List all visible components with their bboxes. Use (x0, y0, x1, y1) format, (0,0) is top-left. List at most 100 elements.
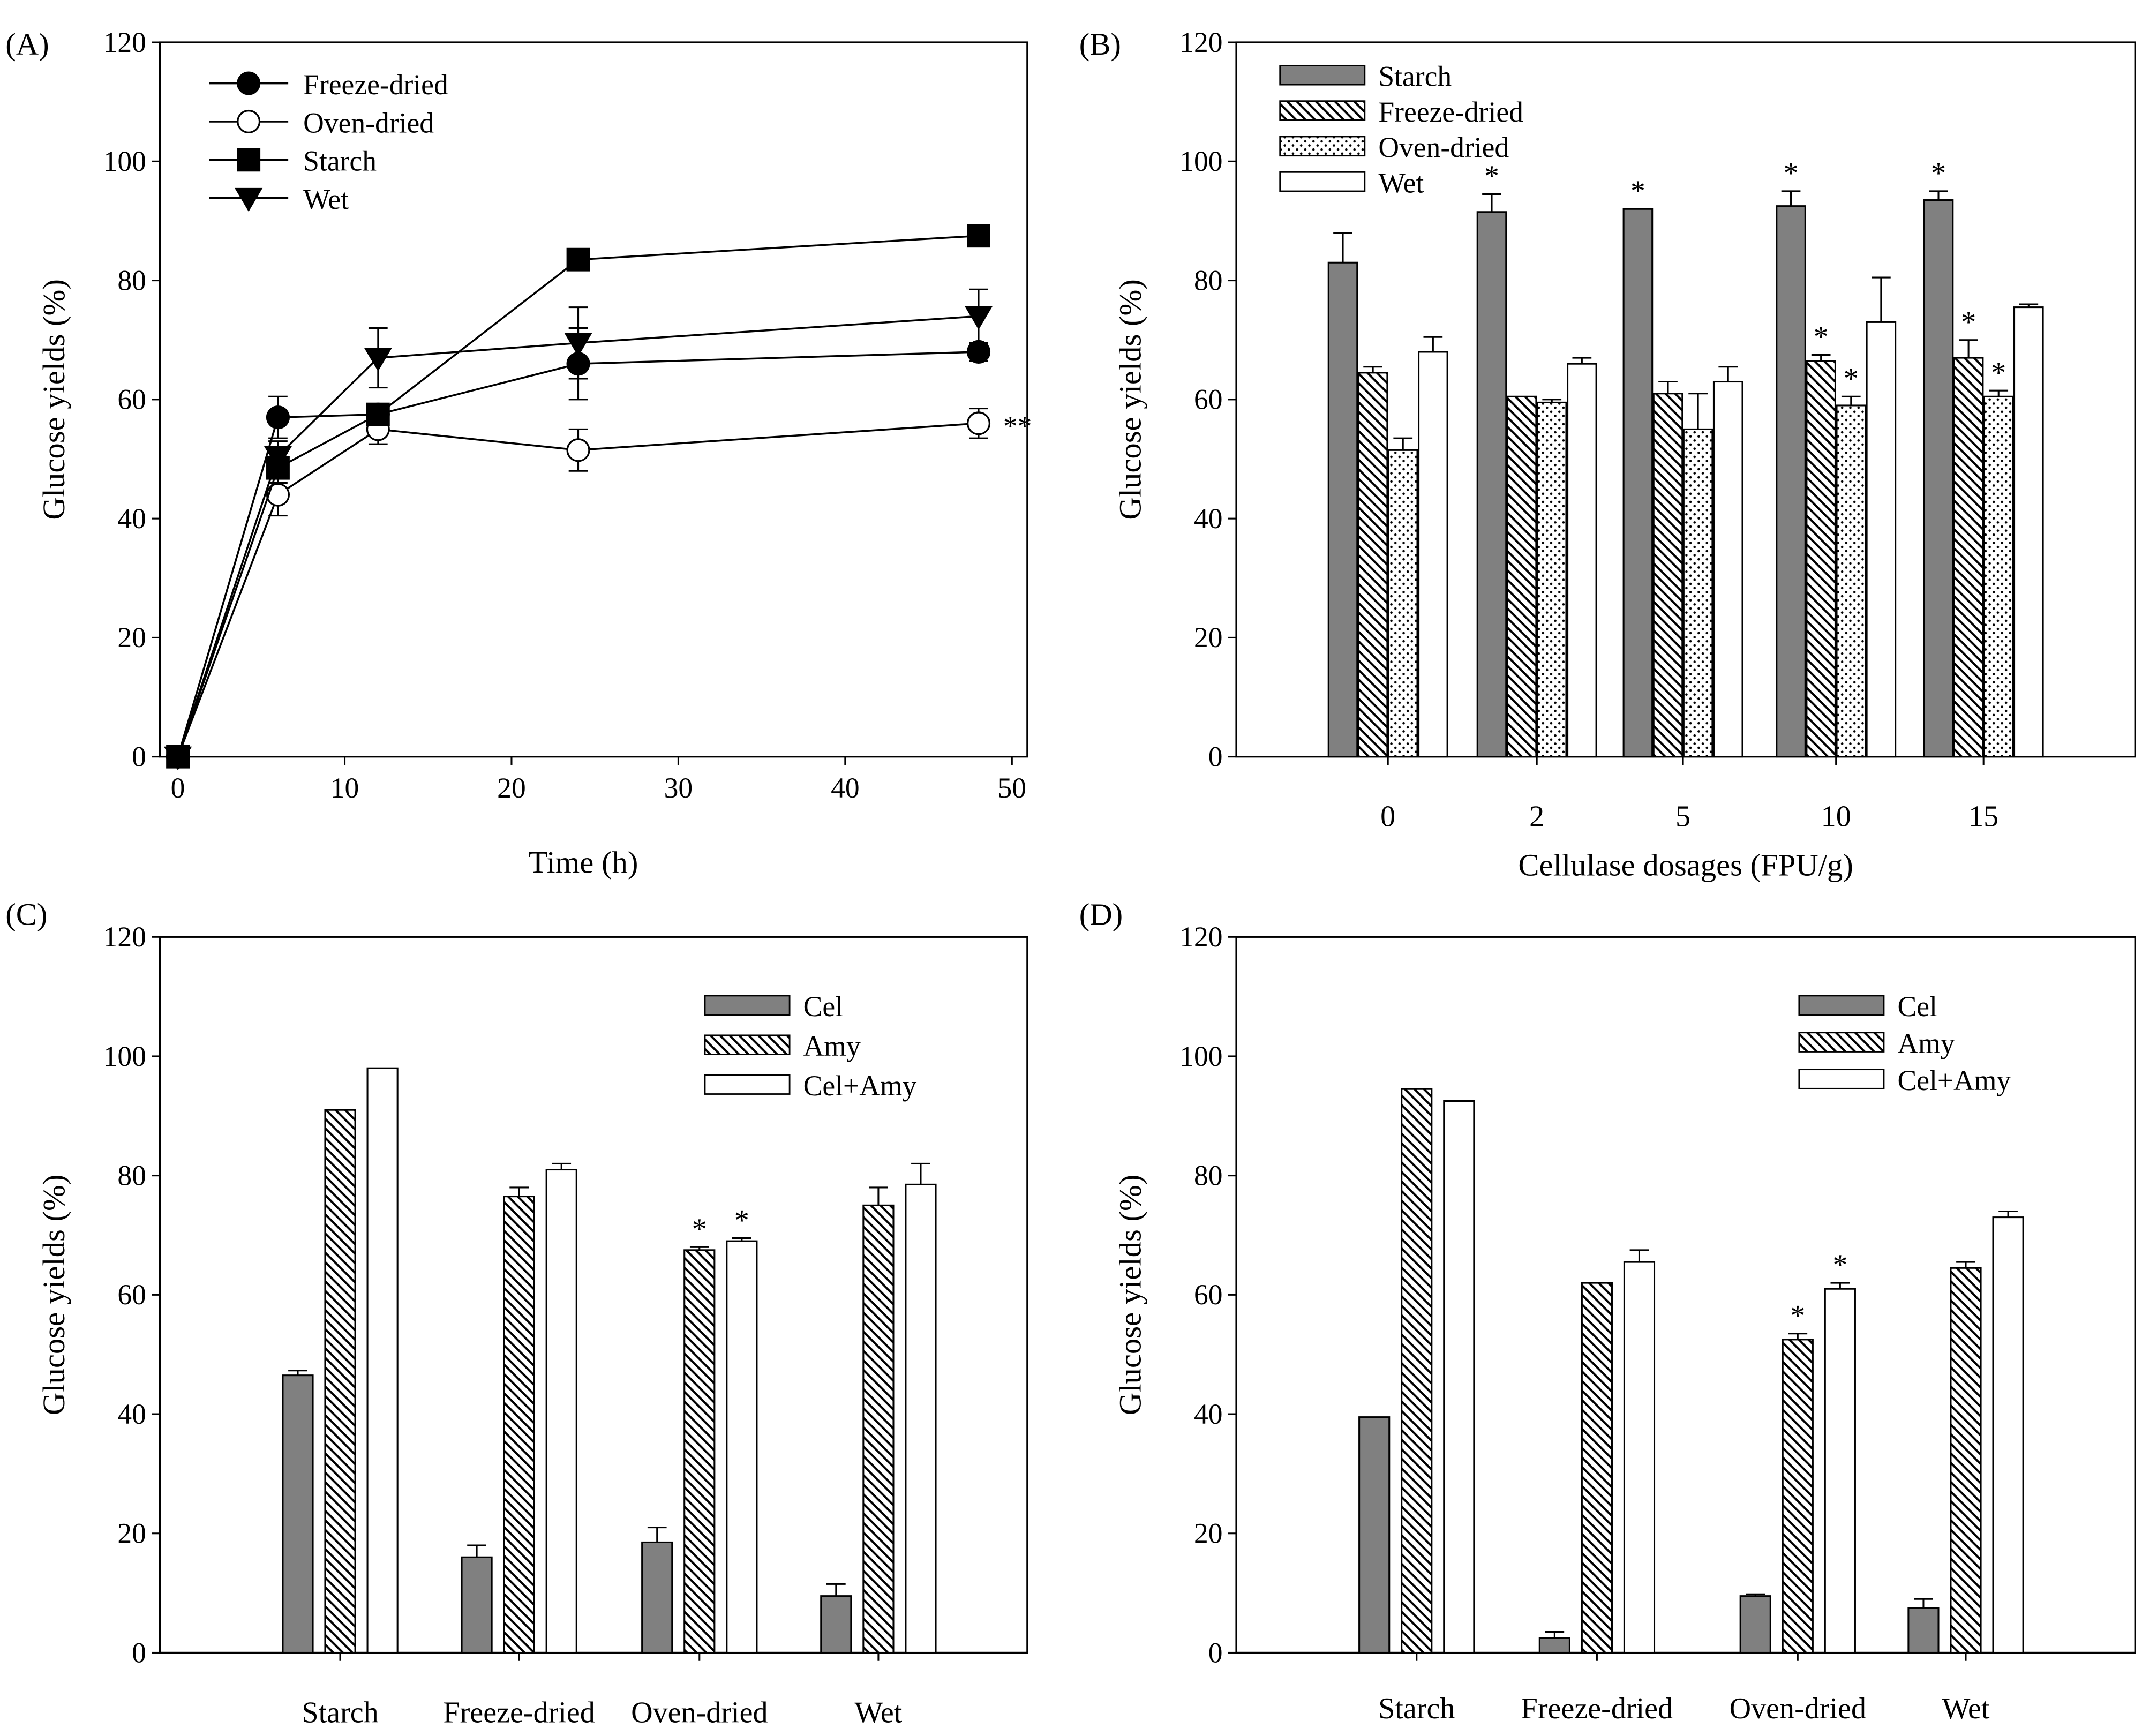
y-tick-label: 120 (103, 921, 146, 953)
bar (1806, 360, 1836, 758)
legend-swatch (704, 995, 791, 1016)
bar (503, 1196, 535, 1654)
data-point (564, 333, 592, 357)
x-tick-label: 20 (497, 772, 526, 804)
significance-mark: * (734, 1204, 749, 1237)
y-tick-label: 40 (1194, 1398, 1223, 1430)
data-point (964, 306, 993, 330)
category-label: Oven-dried (1730, 1692, 1866, 1725)
legend-swatch (1798, 995, 1885, 1016)
y-tick-label: 100 (103, 1040, 146, 1072)
legend-label: Amy (803, 1030, 861, 1062)
y-tick-label: 20 (117, 621, 146, 653)
bar (1950, 1267, 1982, 1654)
bar (1387, 449, 1418, 758)
bar (1623, 1261, 1656, 1654)
y-tick-label: 100 (1179, 1040, 1222, 1072)
x-tick-label: 10 (330, 772, 359, 804)
x-tick-label: 40 (831, 772, 860, 804)
x-tick-label: 50 (998, 772, 1027, 804)
significance-mark: * (1844, 362, 1859, 395)
y-tick-label: 40 (117, 1398, 146, 1430)
y-tick-label: 60 (1194, 384, 1223, 416)
legend-swatch (1279, 171, 1366, 192)
y-tick-label: 120 (103, 26, 146, 58)
y-tick-label: 0 (132, 741, 146, 773)
category-label: Wet (1942, 1692, 1990, 1725)
y-tick-label: 40 (1194, 502, 1223, 535)
data-point (967, 224, 990, 248)
significance-mark: ** (1003, 410, 1032, 442)
category-label: Freeze-dried (1521, 1692, 1673, 1725)
legend-marker (237, 148, 261, 172)
data-point (366, 402, 390, 426)
legend-swatch (1279, 136, 1366, 157)
bar (862, 1204, 895, 1654)
x-tick-label: 0 (171, 772, 185, 804)
bar (1536, 401, 1567, 758)
y-tick-label: 60 (117, 384, 146, 416)
category-label: Starch (1378, 1692, 1455, 1725)
legend-marker (237, 71, 261, 95)
bar (1358, 1416, 1391, 1654)
bar (1739, 1595, 1771, 1654)
bar (1866, 321, 1897, 758)
bar (1401, 1088, 1433, 1654)
bar (461, 1556, 493, 1654)
legend-marker (237, 109, 261, 134)
bar (324, 1109, 356, 1654)
legend-label: Wet (1378, 167, 1424, 199)
bar (905, 1183, 937, 1654)
y-axis-label: Glucose yields (%) (1113, 279, 1148, 520)
panel-label: (B) (1079, 27, 1121, 62)
series-line (177, 351, 979, 757)
bar (1682, 428, 1713, 758)
legend-label: Cel+Amy (803, 1070, 917, 1102)
bar (1907, 1607, 1940, 1654)
legend-label: Freeze-dried (1378, 96, 1523, 128)
significance-mark: * (1961, 305, 1976, 339)
panel-label: (A) (5, 27, 49, 62)
bar (1581, 1282, 1613, 1654)
legend-label: Freeze-dried (303, 69, 448, 101)
y-axis-label: Glucose yields (%) (1113, 1175, 1148, 1415)
legend-label: Cel (803, 990, 843, 1023)
significance-mark: * (1931, 157, 1946, 190)
data-point (966, 340, 991, 364)
category-label: 0 (1380, 800, 1395, 833)
category-label: Oven-dried (631, 1696, 768, 1730)
y-tick-label: 20 (1194, 621, 1223, 653)
y-tick-label: 120 (1179, 26, 1222, 58)
bar (1923, 199, 1954, 758)
legend-swatch (1798, 1032, 1885, 1053)
bar (1567, 363, 1597, 758)
y-tick-label: 0 (1208, 741, 1223, 773)
significance-mark: * (1832, 1249, 1847, 1282)
bar (1418, 351, 1448, 758)
plot-frame (159, 41, 1028, 758)
bar (1506, 395, 1537, 758)
panel-c-bar-chart: 0 20 40 60 80 100 120 Glucose yields (%) (C) Star… (5, 897, 1028, 1730)
data-point (264, 446, 292, 470)
data-point (266, 483, 290, 507)
significance-mark: * (1991, 356, 2006, 389)
bar (1443, 1100, 1475, 1654)
bar (1983, 395, 2014, 758)
y-tick-label: 60 (117, 1279, 146, 1311)
significance-mark: * (1784, 157, 1799, 190)
series-line (177, 422, 979, 757)
bar (1476, 211, 1507, 758)
category-label: Wet (854, 1696, 902, 1730)
legend-label: Amy (1897, 1027, 1955, 1059)
bar (1953, 357, 1984, 758)
data-point (364, 348, 392, 372)
bar (545, 1169, 577, 1654)
legend-swatch (1279, 100, 1366, 121)
x-axis-label: Cellulase dosages (FPU/g) (1518, 848, 1853, 883)
significance-mark: * (1484, 160, 1499, 193)
significance-mark: * (1814, 320, 1829, 354)
data-point (266, 405, 290, 430)
y-tick-label: 80 (1194, 264, 1223, 296)
bar (1622, 208, 1654, 758)
legend-swatch (704, 1074, 791, 1095)
